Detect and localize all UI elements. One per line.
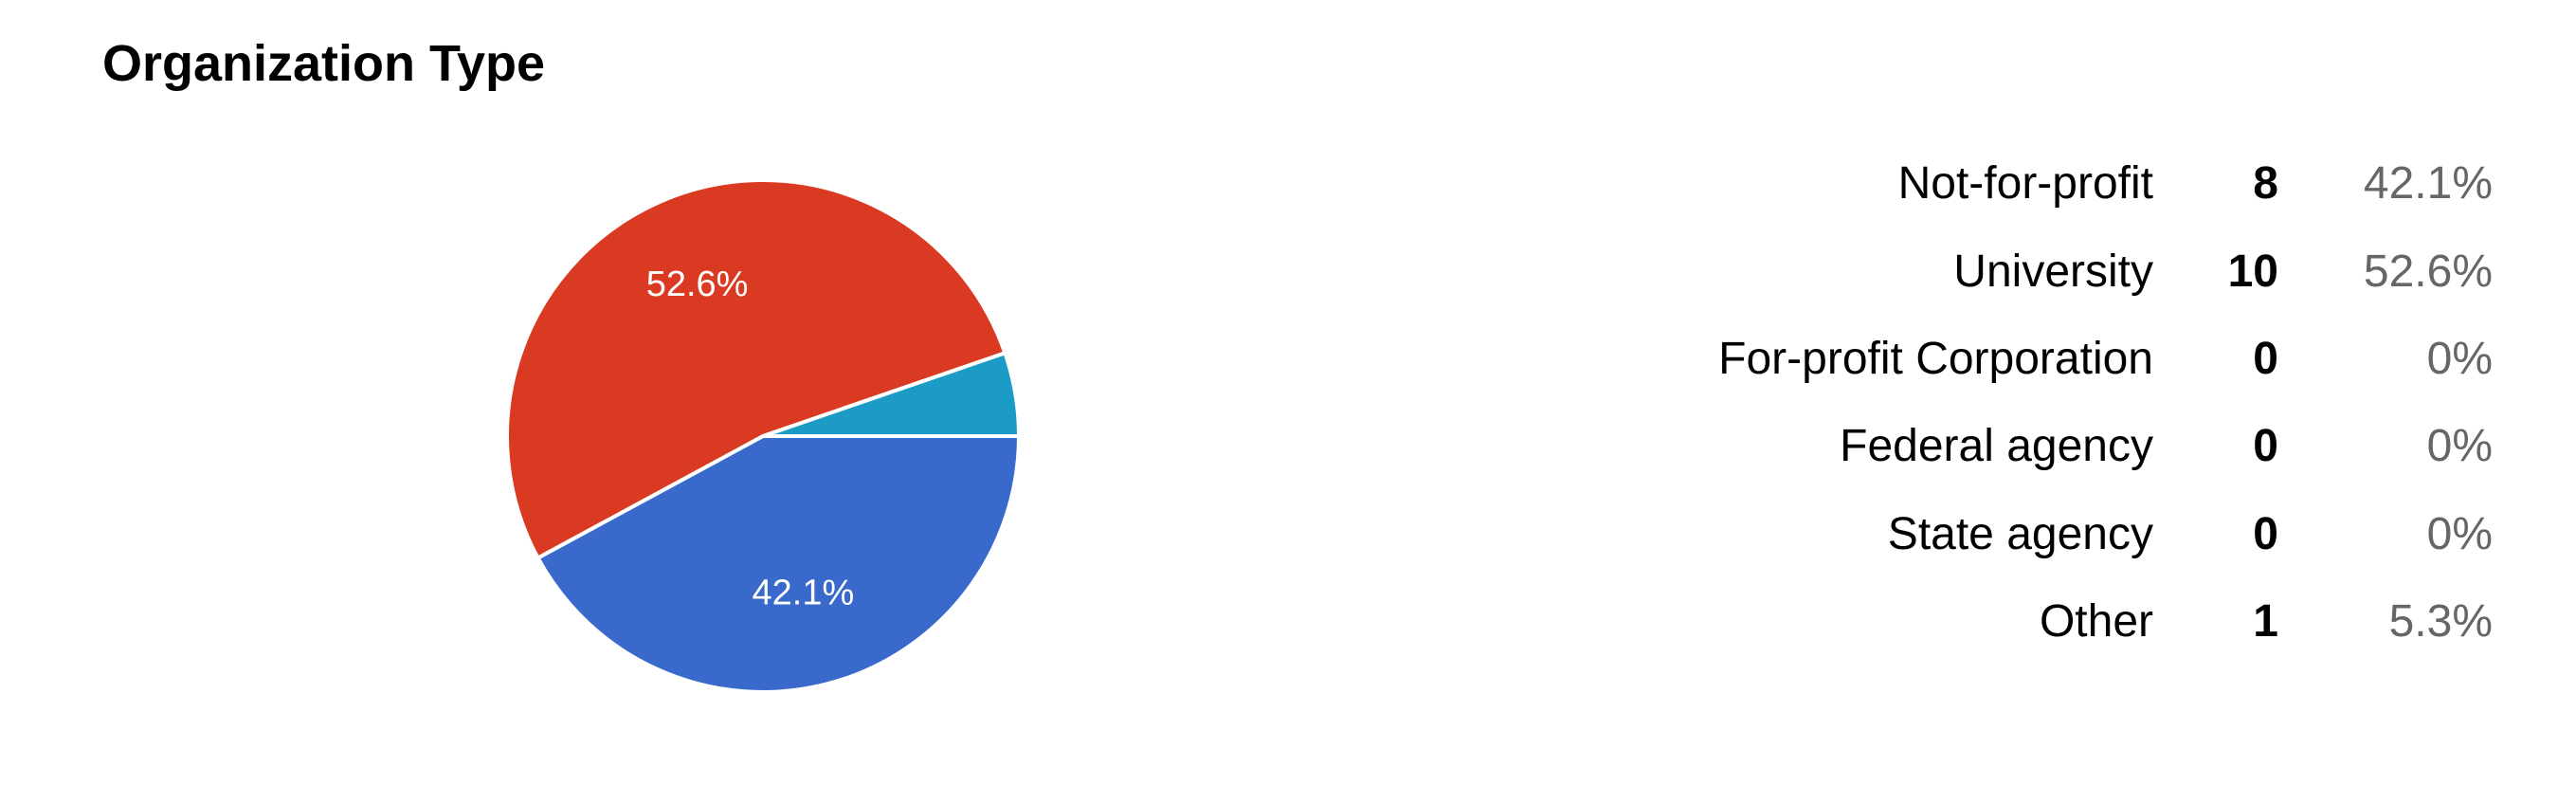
pie-slice-not-for-profit — [535, 434, 1021, 694]
pie-slice-labels: 42.1% 52.6% — [646, 265, 855, 613]
legend-label: State agency — [1887, 508, 2153, 559]
pie-slice-label-not-for-profit: 42.1% — [753, 574, 855, 613]
legend-percent: 42.1% — [2363, 158, 2493, 210]
legend-count: 8 — [2253, 158, 2278, 210]
legend-percent: 0% — [2426, 421, 2493, 472]
legend-count: 0 — [2253, 421, 2278, 472]
legend-percent: 52.6% — [2363, 246, 2493, 297]
legend-row: Other 1 5.3% — [1516, 578, 2493, 666]
legend-table: Not-for-profit 8 42.1% University 10 52.6% For… — [1516, 140, 2493, 666]
legend-percent: 0% — [2426, 508, 2493, 559]
pie-slice-other — [761, 351, 1021, 438]
legend-row: University 10 52.6% — [1516, 228, 2493, 315]
legend-label: University — [1953, 246, 2153, 297]
legend-percent: 0% — [2426, 333, 2493, 384]
legend-count: 1 — [2253, 596, 2278, 648]
legend-count: 0 — [2253, 333, 2278, 384]
legend-label: Federal agency — [1840, 421, 2153, 472]
pie-slice-university — [505, 178, 1007, 560]
legend-label: Other — [2039, 596, 2153, 648]
legend-percent: 5.3% — [2388, 596, 2493, 648]
pie-slices — [505, 178, 1021, 694]
legend-label: Not-for-profit — [1897, 158, 2153, 210]
pie-slice-label-university: 52.6% — [646, 265, 749, 304]
legend-row: Federal agency 0 0% — [1516, 403, 2493, 490]
legend-row: For-profit Corporation 0 0% — [1516, 316, 2493, 403]
legend-row: Not-for-profit 8 42.1% — [1516, 140, 2493, 228]
legend-count: 0 — [2253, 508, 2278, 559]
legend-row: State agency 0 0% — [1516, 491, 2493, 578]
legend-count: 10 — [2227, 246, 2278, 297]
chart-title: Organization Type — [102, 35, 546, 92]
legend-label: For-profit Corporation — [1718, 333, 2153, 384]
